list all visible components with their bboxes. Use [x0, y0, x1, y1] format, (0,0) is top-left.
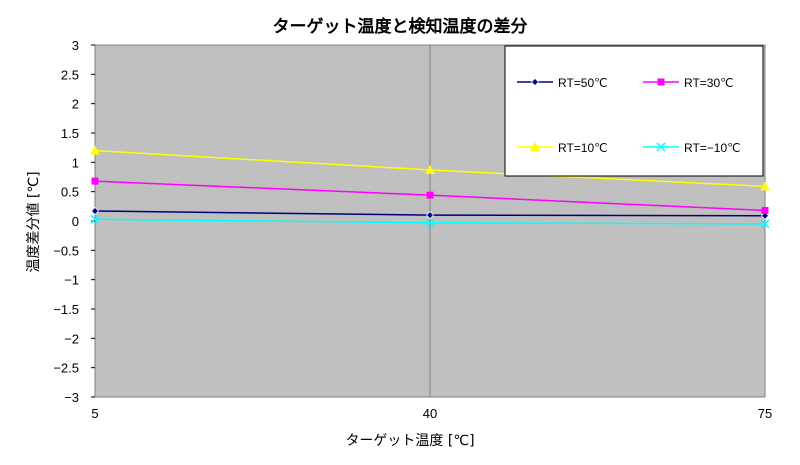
chart-title: ターゲット温度と検知温度の差分: [273, 16, 528, 37]
data-point: [91, 207, 99, 216]
series-2: [90, 145, 770, 191]
legend-marker: [531, 78, 539, 86]
legend-marker: [530, 142, 540, 151]
data-point: [425, 218, 435, 228]
y-tick-label: −0.5: [53, 243, 79, 258]
legend-label: RT=30℃: [684, 76, 734, 90]
x-tick-label: 75: [758, 406, 772, 421]
y-tick-label: −1: [64, 273, 79, 288]
data-point: [425, 164, 435, 174]
series-1: [91, 177, 769, 214]
y-tick-label: 0.5: [61, 185, 79, 200]
legend-item: RT=30℃: [643, 76, 734, 90]
y-tick-label: 2: [72, 97, 79, 112]
legend-item: RT=−10℃: [643, 141, 741, 155]
legend: RT=50℃ RT=30℃ RT=10℃ RT=−10℃: [504, 45, 764, 177]
data-point: [761, 211, 769, 220]
series-3: [90, 214, 770, 229]
y-tick-label: 1: [72, 155, 79, 170]
data-point: [90, 145, 100, 155]
data-point: [760, 181, 770, 191]
y-tick-label: 2.5: [61, 67, 79, 82]
x-tick-label: 5: [91, 406, 98, 421]
y-tick-label: 3: [72, 38, 79, 53]
x-tick-label: 40: [423, 406, 437, 421]
y-axis-ticks: 3 2.5 2 1.5 1 0.5 0 −0.5 −1 −1.5 −2 −2.5 −3: [53, 38, 95, 405]
data-point: [761, 206, 769, 214]
y-axis-title: 温度差分値 [℃]: [26, 171, 42, 272]
y-tick-label: 0: [72, 214, 79, 229]
y-tick-label: −2: [64, 331, 79, 346]
x-axis-ticks: 5 40 75: [91, 406, 772, 421]
data-point: [426, 211, 434, 220]
legend-marker: [656, 142, 666, 152]
y-tick-label: 1.5: [61, 126, 79, 141]
y-tick-label: −1.5: [53, 302, 79, 317]
series-0: [91, 207, 769, 220]
legend-label: RT=50℃: [558, 76, 608, 90]
data-point: [760, 219, 770, 229]
y-tick-label: −3: [64, 390, 79, 405]
legend-label: RT=10℃: [558, 141, 608, 155]
legend-item: RT=10℃: [517, 141, 608, 155]
legend-box: [504, 45, 764, 177]
series-layer: [90, 145, 770, 229]
data-point: [426, 191, 434, 199]
legend-item: RT=50℃: [517, 76, 608, 90]
y-tick-label: −2.5: [53, 361, 79, 376]
x-axis-title: ターゲット温度 [℃]: [345, 433, 474, 449]
data-point: [91, 177, 99, 185]
legend-label: RT=−10℃: [684, 141, 741, 155]
data-point: [90, 214, 100, 224]
legend-marker: [657, 78, 665, 86]
